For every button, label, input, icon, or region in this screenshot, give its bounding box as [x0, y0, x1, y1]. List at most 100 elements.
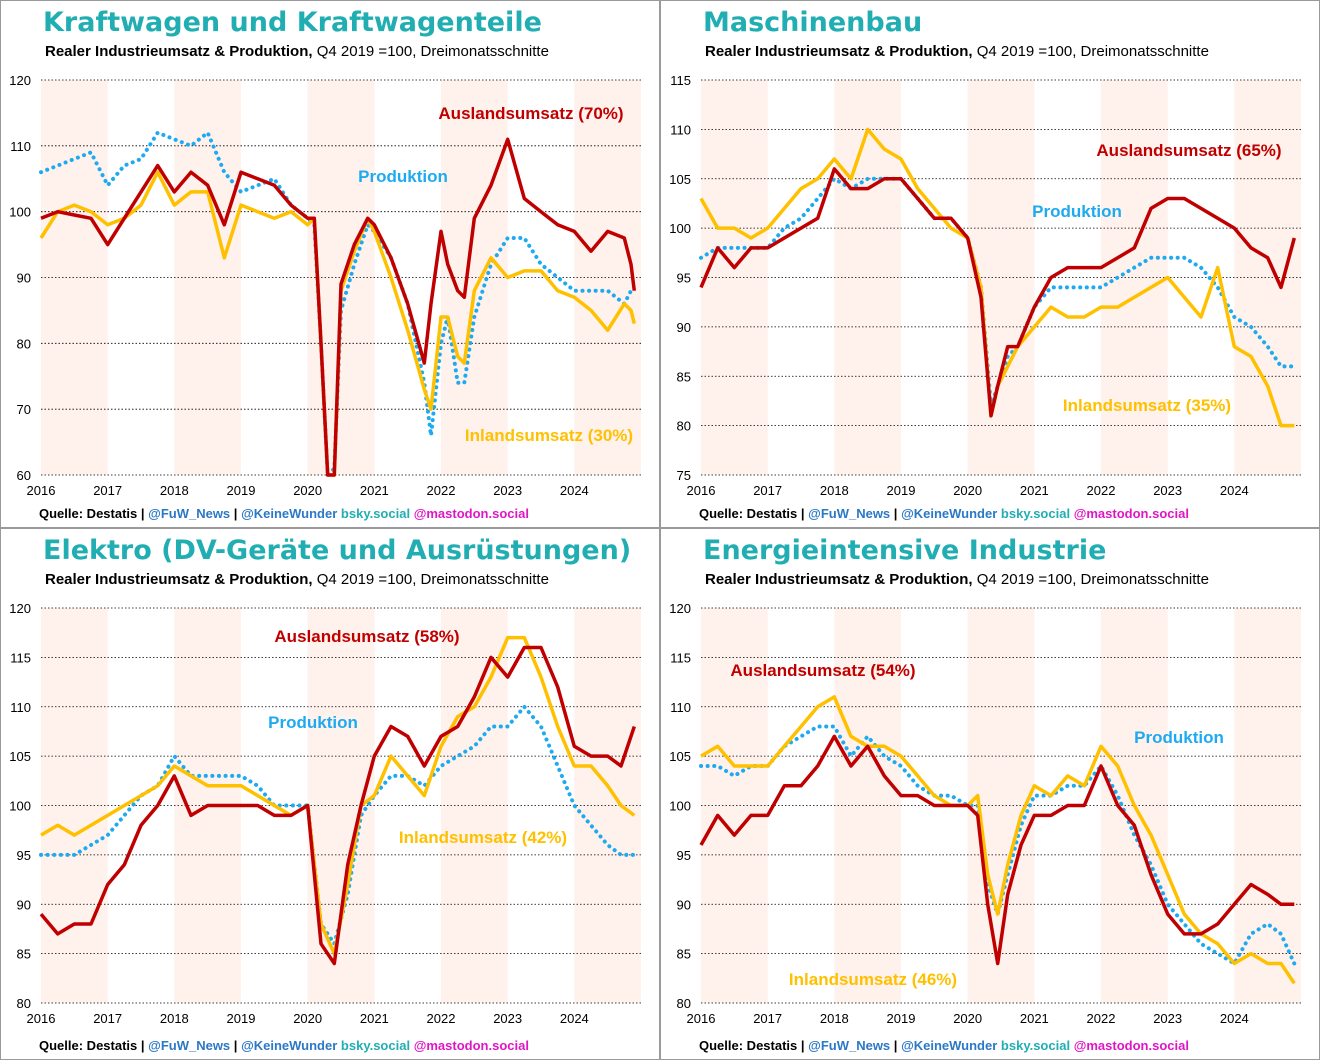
- y-tick-label: 90: [677, 897, 691, 912]
- link-bsky[interactable]: bsky.social: [340, 506, 411, 521]
- source-sep: |: [233, 1038, 238, 1053]
- source-sep: |: [893, 1038, 898, 1053]
- source-label: Quelle: Destatis |: [39, 1038, 145, 1053]
- series-label-domestic: Inlandsumsatz (30%): [465, 426, 633, 445]
- link-mastodon[interactable]: @mastodon.social: [1073, 506, 1189, 521]
- y-tick-label: 120: [9, 601, 31, 616]
- series-line-foreign: [39, 645, 636, 966]
- x-tick-label: 2017: [753, 483, 782, 498]
- x-tick-label: 2021: [360, 483, 389, 498]
- source-label: Quelle: Destatis |: [699, 1038, 805, 1053]
- y-tick-label: 90: [677, 320, 691, 335]
- series-line-foreign: [699, 734, 1295, 966]
- y-tick-label: 120: [9, 73, 31, 88]
- y-tick-label: 80: [677, 996, 691, 1011]
- link-bsky[interactable]: bsky.social: [340, 1038, 411, 1053]
- y-tick-label: 110: [10, 139, 31, 154]
- series-label-domestic: Inlandsumsatz (35%): [1063, 396, 1231, 415]
- y-tick-label: 115: [670, 73, 691, 88]
- link-fuw-news[interactable]: @FuW_News: [808, 1038, 891, 1053]
- source-sep: |: [233, 506, 238, 521]
- series-label-production: Produktion: [268, 713, 358, 732]
- x-tick-label: 2022: [427, 483, 456, 498]
- subtitle-bold: Realer Industrieumsatz & Produktion,: [705, 43, 973, 60]
- x-tick-label: 2021: [1020, 1011, 1049, 1026]
- x-tick-label: 2022: [1087, 483, 1116, 498]
- chart-subtitle: Realer Industrieumsatz & Produktion, Q4 …: [45, 43, 549, 60]
- link-fuw-news[interactable]: @FuW_News: [808, 506, 891, 521]
- x-tick-label: 2018: [160, 1011, 189, 1026]
- x-tick-label: 2017: [93, 483, 122, 498]
- y-tick-label: 115: [10, 650, 31, 665]
- link-keinewunder[interactable]: @KeineWunder: [241, 506, 338, 521]
- y-tick-label: 105: [669, 749, 691, 764]
- x-tick-label: 2024: [1220, 1011, 1249, 1026]
- x-tick-label: 2019: [887, 1011, 916, 1026]
- x-tick-label: 2016: [27, 1011, 56, 1026]
- x-tick-label: 2019: [227, 483, 256, 498]
- x-axis: 2016 2017 2018 2019 2020 2021 2022 2023 2024: [687, 1011, 1249, 1026]
- x-tick-label: 2024: [560, 1011, 589, 1026]
- x-tick-label: 2023: [493, 483, 522, 498]
- y-tick-label: 110: [10, 700, 31, 715]
- link-bsky[interactable]: bsky.social: [1000, 506, 1071, 521]
- chart-title: Kraftwagen und Kraftwagenteile: [43, 7, 542, 38]
- x-tick-label: 2022: [1087, 1011, 1116, 1026]
- source-line: Quelle: Destatis | @FuW_News | @KeineWun…: [699, 1038, 1189, 1053]
- chart-panel-energieintensiv: Energieintensive Industrie Realer Indust…: [660, 528, 1320, 1060]
- y-tick-label: 85: [677, 947, 691, 962]
- x-tick-label: 2024: [1220, 483, 1249, 498]
- subtitle-bold: Realer Industrieumsatz & Produktion,: [45, 571, 313, 588]
- x-tick-label: 2018: [820, 483, 849, 498]
- x-tick-label: 2020: [953, 483, 982, 498]
- link-fuw-news[interactable]: @FuW_News: [148, 506, 231, 521]
- y-tick-label: 60: [17, 468, 31, 483]
- y-tick-label: 100: [9, 799, 31, 814]
- gridlines: 115 110 105 100 95 90 85 80 75: [669, 73, 1301, 483]
- link-bsky[interactable]: bsky.social: [1000, 1038, 1071, 1053]
- y-tick-label: 90: [17, 271, 31, 286]
- y-tick-label: 100: [669, 799, 691, 814]
- x-tick-label: 2023: [1153, 1011, 1182, 1026]
- source-label: Quelle: Destatis |: [39, 506, 145, 521]
- y-tick-label: 100: [9, 205, 31, 220]
- link-fuw-news[interactable]: @FuW_News: [148, 1038, 231, 1053]
- y-tick-label: 70: [17, 402, 31, 417]
- y-tick-label: 80: [17, 996, 31, 1011]
- y-tick-label: 90: [17, 897, 31, 912]
- link-keinewunder[interactable]: @KeineWunder: [901, 1038, 998, 1053]
- gridlines: 120 115 110 105 100 95 90 85 80: [669, 601, 1301, 1011]
- chart-subtitle: Realer Industrieumsatz & Produktion, Q4 …: [45, 571, 549, 588]
- link-mastodon[interactable]: @mastodon.social: [1073, 1038, 1189, 1053]
- chart-subtitle: Realer Industrieumsatz & Produktion, Q4 …: [705, 43, 1209, 60]
- series-line-foreign: [699, 167, 1296, 418]
- y-tick-label: 110: [670, 122, 691, 137]
- series-label-foreign: Auslandsumsatz (58%): [274, 627, 459, 646]
- x-tick-label: 2020: [953, 1011, 982, 1026]
- y-tick-label: 100: [669, 221, 691, 236]
- x-tick-label: 2016: [687, 1011, 716, 1026]
- link-keinewunder[interactable]: @KeineWunder: [901, 506, 998, 521]
- subtitle-bold: Realer Industrieumsatz & Produktion,: [45, 43, 313, 60]
- series-label-foreign: Auslandsumsatz (65%): [1096, 141, 1281, 160]
- chart-title: Elektro (DV-Geräte und Ausrüstungen): [43, 535, 632, 566]
- x-axis: 2016 2017 2018 2019 2020 2021 2022 2023 2024: [687, 483, 1249, 498]
- chart-title: Energieintensive Industrie: [703, 535, 1107, 566]
- chart-title: Maschinenbau: [703, 7, 923, 38]
- subtitle-rest: Q4 2019 =100, Dreimonatsschnitte: [972, 571, 1209, 588]
- x-tick-label: 2022: [427, 1011, 456, 1026]
- subtitle-rest: Q4 2019 =100, Dreimonatsschnitte: [312, 571, 549, 588]
- link-mastodon[interactable]: @mastodon.social: [413, 1038, 529, 1053]
- link-keinewunder[interactable]: @KeineWunder: [241, 1038, 338, 1053]
- gridlines: 120 110 100 90 80 70 60: [9, 73, 641, 483]
- x-tick-label: 2017: [93, 1011, 122, 1026]
- y-tick-label: 105: [9, 749, 31, 764]
- chart-subtitle: Realer Industrieumsatz & Produktion, Q4 …: [705, 571, 1209, 588]
- link-mastodon[interactable]: @mastodon.social: [413, 506, 529, 521]
- x-axis: 2016 2017 2018 2019 2020 2021 2022 2023 2024: [27, 483, 589, 498]
- x-tick-label: 2023: [1153, 483, 1182, 498]
